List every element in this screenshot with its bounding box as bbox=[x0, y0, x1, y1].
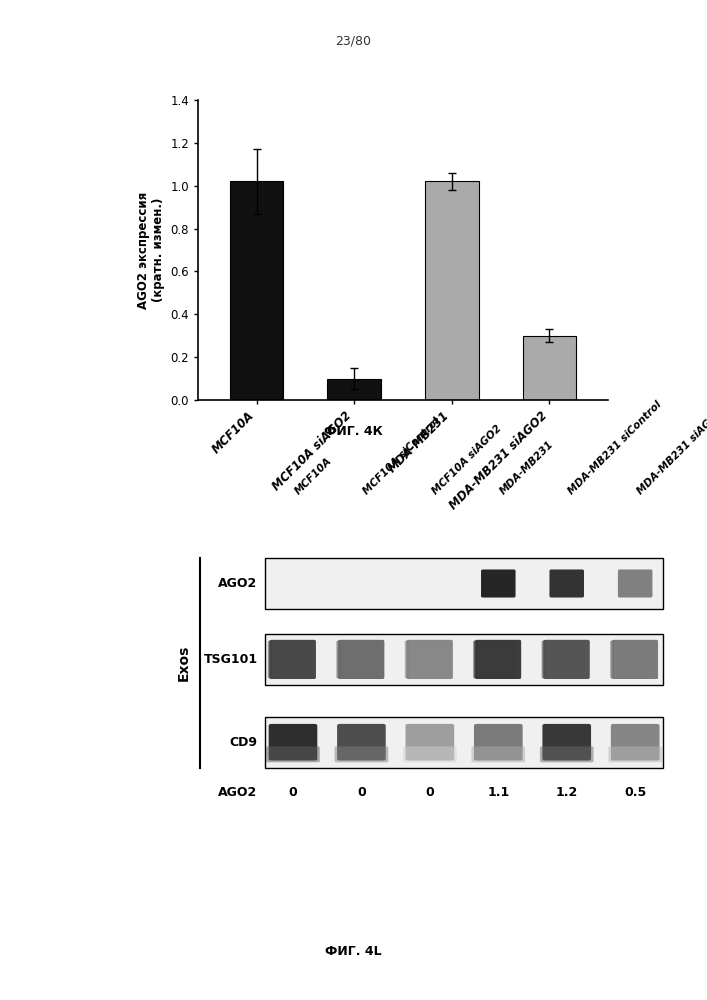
FancyBboxPatch shape bbox=[544, 640, 590, 679]
FancyBboxPatch shape bbox=[406, 640, 450, 679]
Bar bbox=[327, 379, 381, 400]
Bar bbox=[230, 181, 284, 400]
FancyBboxPatch shape bbox=[475, 640, 521, 679]
FancyBboxPatch shape bbox=[543, 640, 588, 679]
Bar bbox=[265, 717, 663, 768]
FancyBboxPatch shape bbox=[408, 640, 452, 679]
FancyBboxPatch shape bbox=[610, 641, 653, 678]
FancyBboxPatch shape bbox=[474, 640, 519, 679]
FancyBboxPatch shape bbox=[339, 640, 385, 679]
FancyBboxPatch shape bbox=[404, 641, 448, 678]
Text: 1.1: 1.1 bbox=[487, 786, 510, 799]
Text: MCF10A siAGO2: MCF10A siAGO2 bbox=[430, 423, 503, 496]
FancyBboxPatch shape bbox=[477, 640, 521, 679]
FancyBboxPatch shape bbox=[403, 746, 457, 762]
Text: 0: 0 bbox=[426, 786, 434, 799]
FancyBboxPatch shape bbox=[549, 569, 584, 598]
FancyBboxPatch shape bbox=[334, 746, 388, 762]
FancyBboxPatch shape bbox=[407, 640, 452, 679]
Bar bbox=[265, 558, 663, 609]
FancyBboxPatch shape bbox=[611, 640, 655, 679]
Text: 0: 0 bbox=[288, 786, 298, 799]
Text: AGO2: AGO2 bbox=[218, 577, 257, 590]
FancyBboxPatch shape bbox=[542, 641, 585, 678]
Text: 0: 0 bbox=[357, 786, 366, 799]
Text: ФИГ. 4L: ФИГ. 4L bbox=[325, 945, 382, 958]
Y-axis label: AGO2 экспрессия
(кратн. измен.): AGO2 экспрессия (кратн. измен.) bbox=[136, 191, 165, 309]
FancyBboxPatch shape bbox=[337, 641, 380, 678]
Text: 23/80: 23/80 bbox=[336, 35, 371, 48]
FancyBboxPatch shape bbox=[614, 640, 658, 679]
Text: MDA-MB231 siControl: MDA-MB231 siControl bbox=[567, 399, 664, 496]
FancyBboxPatch shape bbox=[271, 640, 316, 679]
FancyBboxPatch shape bbox=[546, 641, 590, 678]
FancyBboxPatch shape bbox=[337, 640, 382, 679]
Text: MCF10A siControl: MCF10A siControl bbox=[361, 416, 442, 496]
FancyBboxPatch shape bbox=[612, 640, 658, 679]
FancyBboxPatch shape bbox=[269, 724, 317, 760]
Bar bbox=[265, 634, 663, 685]
Text: CD9: CD9 bbox=[230, 736, 257, 749]
Bar bbox=[265, 717, 663, 768]
FancyBboxPatch shape bbox=[618, 569, 653, 598]
Text: MCF10A: MCF10A bbox=[293, 456, 334, 496]
FancyBboxPatch shape bbox=[540, 746, 594, 762]
FancyBboxPatch shape bbox=[341, 641, 384, 678]
Bar bbox=[425, 181, 479, 400]
Text: AGO2: AGO2 bbox=[218, 786, 257, 799]
FancyBboxPatch shape bbox=[339, 640, 384, 679]
Text: TSG101: TSG101 bbox=[204, 653, 257, 666]
FancyBboxPatch shape bbox=[409, 641, 452, 678]
FancyBboxPatch shape bbox=[266, 746, 320, 762]
FancyBboxPatch shape bbox=[478, 641, 521, 678]
FancyBboxPatch shape bbox=[270, 640, 316, 679]
Bar bbox=[265, 558, 663, 609]
FancyBboxPatch shape bbox=[608, 746, 662, 762]
FancyBboxPatch shape bbox=[611, 724, 660, 760]
Bar bbox=[522, 336, 576, 400]
FancyBboxPatch shape bbox=[542, 724, 591, 760]
FancyBboxPatch shape bbox=[269, 640, 313, 679]
Text: MDA-MB231: MDA-MB231 bbox=[498, 439, 556, 496]
FancyBboxPatch shape bbox=[337, 724, 386, 760]
FancyBboxPatch shape bbox=[614, 641, 658, 678]
Text: MDA-MB231 siAGO2: MDA-MB231 siAGO2 bbox=[635, 406, 707, 496]
Text: 0.5: 0.5 bbox=[624, 786, 646, 799]
FancyBboxPatch shape bbox=[472, 746, 525, 762]
Text: 1.2: 1.2 bbox=[556, 786, 578, 799]
Text: Exos: Exos bbox=[177, 645, 191, 681]
FancyBboxPatch shape bbox=[272, 641, 315, 678]
Bar bbox=[265, 634, 663, 685]
FancyBboxPatch shape bbox=[406, 724, 454, 760]
FancyBboxPatch shape bbox=[545, 640, 590, 679]
Text: ФИГ. 4К: ФИГ. 4К bbox=[324, 425, 383, 438]
FancyBboxPatch shape bbox=[474, 724, 522, 760]
FancyBboxPatch shape bbox=[473, 641, 516, 678]
FancyBboxPatch shape bbox=[481, 569, 515, 598]
FancyBboxPatch shape bbox=[268, 641, 311, 678]
